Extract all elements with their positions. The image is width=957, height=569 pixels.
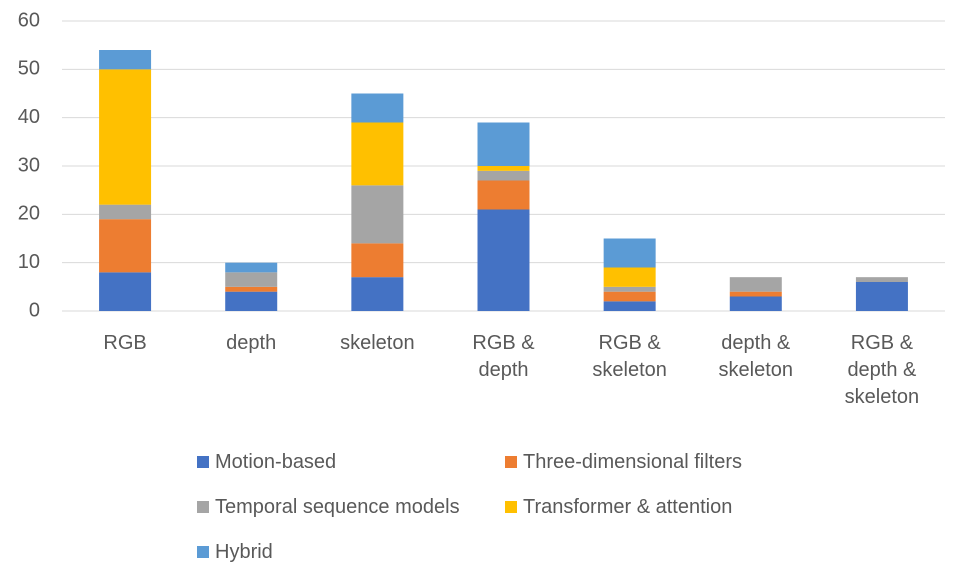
bar-segment: [603, 291, 656, 302]
y-tick-label: 30: [18, 154, 40, 176]
bar-segment: [99, 219, 152, 273]
bar-segment: [225, 262, 278, 273]
bar-segment: [603, 286, 656, 292]
bar-segment: [603, 267, 656, 287]
y-tick-label: 0: [29, 299, 40, 321]
bar-segment: [351, 93, 404, 123]
bar-segment: [99, 204, 152, 220]
bar-segment: [729, 277, 782, 292]
y-tick-label: 50: [18, 58, 40, 80]
legend-swatch: [505, 501, 517, 513]
legend-swatch: [197, 456, 209, 468]
bar-segment: [603, 301, 656, 311]
y-tick-label: 20: [18, 203, 40, 225]
bar-segment: [477, 122, 530, 166]
legend-swatch: [505, 456, 517, 468]
bar-segment: [351, 277, 404, 311]
bar-segment: [351, 122, 404, 186]
legend-label: Transformer & attention: [523, 496, 733, 518]
x-tick-label: RGB & depth: [472, 332, 535, 381]
legend-label: Three-dimensional filters: [523, 451, 742, 473]
bar-segment: [729, 296, 782, 311]
bar-segment: [99, 50, 152, 70]
bar-segment: [603, 238, 656, 268]
bar-segment: [477, 209, 530, 311]
x-tick-label: depth: [226, 332, 277, 354]
bar-segment: [477, 170, 530, 181]
legend-label: Temporal sequence models: [215, 496, 460, 518]
legend-swatch: [197, 546, 209, 558]
bar-segment: [855, 277, 908, 282]
x-tick-label: RGB & depth & skeleton: [844, 332, 920, 408]
bar-segment: [225, 291, 278, 311]
x-tick-label: depth & skeleton: [718, 332, 794, 381]
bar-segment: [225, 286, 278, 292]
bar-segment: [99, 272, 152, 311]
legend-label: Hybrid: [215, 541, 273, 563]
bar-segment: [351, 185, 404, 244]
bar-segment: [351, 243, 404, 278]
y-tick-label: 10: [18, 251, 40, 273]
bar-segment: [225, 272, 278, 287]
bar-segment: [855, 282, 908, 311]
x-tick-label: RGB: [103, 332, 147, 354]
y-tick-label: 60: [18, 9, 40, 31]
legend-label: Motion-based: [215, 451, 337, 473]
bar-segment: [477, 166, 530, 171]
legend-swatch: [197, 501, 209, 513]
bar-segment: [477, 180, 530, 210]
y-tick-label: 40: [18, 106, 40, 128]
x-tick-label: skeleton: [340, 332, 415, 354]
x-tick-label: RGB & skeleton: [592, 332, 667, 381]
bar-segment: [99, 69, 152, 205]
bar-segment: [729, 291, 782, 297]
